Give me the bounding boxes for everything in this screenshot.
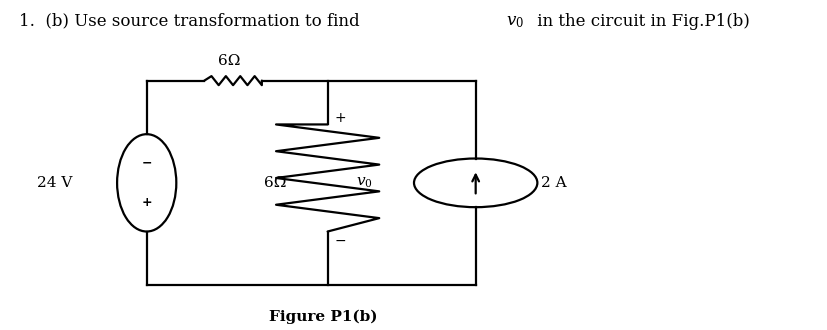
Text: $v_0$: $v_0$ — [505, 13, 523, 29]
Text: +: + — [334, 111, 346, 125]
Text: 1.  (b) Use source transformation to find: 1. (b) Use source transformation to find — [19, 13, 365, 29]
Text: 6Ω: 6Ω — [218, 54, 240, 68]
Text: +: + — [141, 196, 152, 209]
Text: 6Ω: 6Ω — [264, 176, 286, 190]
Text: −: − — [334, 234, 346, 248]
Text: −: − — [141, 157, 152, 170]
Text: 2 A: 2 A — [541, 176, 566, 190]
Text: $v_0$: $v_0$ — [356, 176, 373, 190]
Text: in the circuit in Fig.P1(b): in the circuit in Fig.P1(b) — [531, 13, 748, 29]
Text: Figure P1(b): Figure P1(b) — [269, 310, 377, 324]
Text: 24 V: 24 V — [37, 176, 73, 190]
